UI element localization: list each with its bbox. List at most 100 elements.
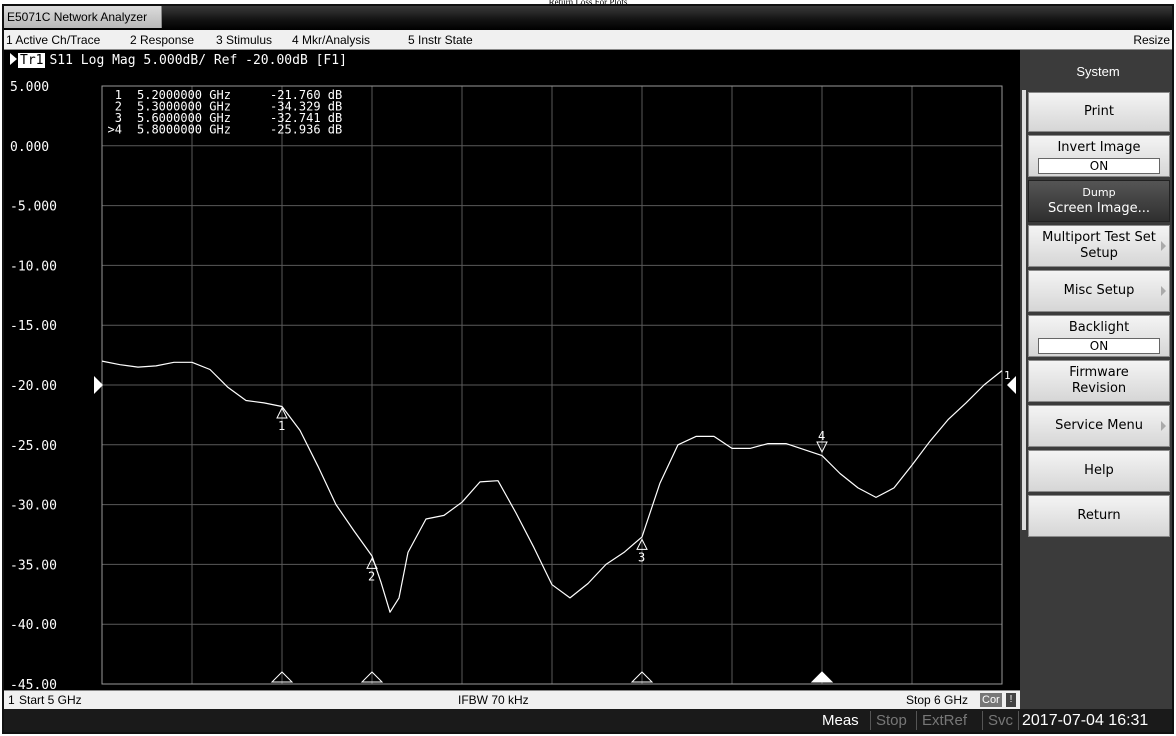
- channel-number: 1: [8, 693, 15, 707]
- ifbw-setting[interactable]: IFBW 70 kHz: [458, 693, 529, 707]
- stop-indicator: Stop: [876, 712, 907, 729]
- page-caption: Return Loss For Plots: [0, 0, 1176, 4]
- correction-badge: Cor: [980, 693, 1002, 707]
- y-tick-label: -40.00: [10, 618, 57, 633]
- stimulus-marker-2: [360, 671, 384, 683]
- marker-2: [366, 557, 378, 569]
- marker-table-id: 1: [115, 88, 122, 102]
- dump-screen-image-button[interactable]: Dump Screen Image...: [1028, 180, 1170, 222]
- marker-table-id: 3: [115, 111, 122, 125]
- instrument-status-bar: Meas Stop ExtRef Svc 2017-07-04 16:31: [4, 709, 1172, 732]
- y-tick-label: -15.00: [10, 319, 57, 334]
- backlight-label: Backlight: [1068, 320, 1130, 335]
- help-button[interactable]: Help: [1028, 450, 1170, 492]
- analyzer-window: E5071C Network Analyzer 1 Active Ch/Trac…: [2, 4, 1174, 734]
- trace-line: [101, 360, 1003, 613]
- chart-background: [4, 50, 1020, 690]
- screen-image-label: Screen Image...: [1048, 201, 1150, 216]
- backlight-button[interactable]: Backlight ON: [1028, 315, 1170, 357]
- multiport-test-set-setup-button[interactable]: Multiport Test Set Setup: [1028, 225, 1170, 267]
- submenu-arrow-icon: [1161, 286, 1166, 296]
- marker-table-freq: 5.8000000 GHz: [137, 123, 231, 137]
- window-title: E5071C Network Analyzer: [4, 6, 163, 28]
- softkey-panel: System Print Invert Image ON Dump Screen…: [1020, 50, 1172, 690]
- y-tick-label: -5.000: [10, 200, 57, 215]
- trace-label[interactable]: Tr1: [18, 53, 46, 68]
- divider: [982, 711, 983, 730]
- y-tick-label: -30.00: [10, 499, 57, 514]
- y-tick-label: 0.000: [10, 140, 49, 155]
- y-tick-label: -25.00: [10, 439, 57, 454]
- menu-bar: 1 Active Ch/Trace 2 Response 3 Stimulus …: [4, 30, 1172, 50]
- backlight-state: ON: [1038, 338, 1160, 354]
- trace-settings-text: S11 Log Mag 5.000dB/ Ref -20.00dB [F1]: [49, 53, 347, 68]
- y-tick-label: 5.000: [10, 80, 49, 95]
- revision-label: Revision: [1071, 381, 1127, 396]
- invert-image-button[interactable]: Invert Image ON: [1028, 135, 1170, 177]
- ref-level-right-icon: [1007, 376, 1016, 394]
- meas-indicator: Meas: [822, 712, 859, 729]
- panel-scrollbar[interactable]: [1022, 90, 1026, 530]
- marker-label: 1: [278, 419, 285, 433]
- misc-setup-button[interactable]: Misc Setup: [1028, 270, 1170, 312]
- divider: [870, 711, 871, 730]
- title-bar: E5071C Network Analyzer: [4, 6, 1172, 30]
- marker-table-value: -25.936 dB: [270, 123, 342, 137]
- stimulus-marker-4: [810, 671, 834, 683]
- return-label: Return: [1077, 508, 1121, 523]
- marker-table-id: 2: [115, 100, 122, 114]
- resize-button[interactable]: Resize: [1133, 33, 1170, 47]
- channel-status-bar: 1 Start 5 GHz IFBW 70 kHz Stop 6 GHz Cor…: [4, 690, 1020, 709]
- firmware-label: Firmware: [1069, 365, 1129, 380]
- stimulus-marker-1: [270, 671, 294, 683]
- marker-label: 3: [638, 550, 645, 564]
- menu-instr-state[interactable]: 5 Instr State: [408, 33, 473, 47]
- setup-label: Setup: [1080, 246, 1118, 261]
- print-label: Print: [1084, 104, 1114, 119]
- marker-label: 2: [368, 569, 375, 583]
- menu-stimulus[interactable]: 3 Stimulus: [216, 33, 273, 47]
- marker-4: [816, 441, 828, 454]
- service-menu-button[interactable]: Service Menu: [1028, 405, 1170, 447]
- invert-image-label: Invert Image: [1057, 140, 1141, 155]
- submenu-arrow-icon: [1161, 421, 1166, 431]
- start-frequency[interactable]: Start 5 GHz: [19, 693, 82, 707]
- marker-table-value: -21.760 dB: [270, 88, 342, 102]
- marker-table-freq: 5.6000000 GHz: [137, 111, 231, 125]
- return-button[interactable]: Return: [1028, 495, 1170, 537]
- status-bar-right-fill: [1020, 690, 1172, 709]
- menu-mkr-analysis[interactable]: 4 Mkr/Analysis: [292, 33, 371, 47]
- marker-label: 4: [818, 429, 825, 443]
- softkey-menu-title: System: [1026, 54, 1170, 90]
- multiport-label: Multiport Test Set: [1042, 230, 1156, 245]
- stop-frequency[interactable]: Stop 6 GHz: [906, 693, 969, 707]
- stimulus-marker-3: [630, 671, 654, 683]
- menu-response[interactable]: 2 Response: [130, 33, 195, 47]
- dump-label: Dump: [1082, 186, 1116, 199]
- marker-3: [636, 538, 648, 550]
- marker-table-value: -32.741 dB: [270, 111, 342, 125]
- svc-indicator: Svc: [988, 712, 1014, 729]
- trace-chart[interactable]: 5.000 0.000 -5.000 -10.00 -15.00 -20.00 -25.00…: [4, 50, 1020, 690]
- y-tick-label: -45.00: [10, 678, 57, 690]
- divider: [1018, 711, 1019, 730]
- menu-active-ch-trace[interactable]: 1 Active Ch/Trace: [6, 33, 101, 47]
- trace-header[interactable]: Tr1 S11 Log Mag 5.000dB/ Ref -20.00dB [F1…: [10, 52, 347, 70]
- marker-table-freq: 5.3000000 GHz: [137, 100, 231, 114]
- firmware-revision-button[interactable]: Firmware Revision: [1028, 360, 1170, 402]
- misc-setup-label: Misc Setup: [1063, 283, 1135, 298]
- extref-indicator: ExtRef: [922, 712, 968, 729]
- marker-table-id: >4: [108, 123, 122, 137]
- submenu-arrow-icon: [1161, 241, 1166, 251]
- warning-icon: !: [1006, 693, 1016, 707]
- ref-level-left-icon: [94, 376, 103, 394]
- marker-1: [276, 406, 288, 419]
- y-tick-label: -20.00: [10, 379, 57, 394]
- date-time: 2017-07-04 16:31: [1022, 712, 1149, 729]
- y-tick-label: -35.00: [10, 558, 57, 573]
- divider: [916, 711, 917, 730]
- print-button[interactable]: Print: [1028, 92, 1170, 132]
- active-trace-arrow-icon: [10, 53, 17, 65]
- marker-table-value: -34.329 dB: [270, 100, 342, 114]
- help-label: Help: [1084, 463, 1114, 478]
